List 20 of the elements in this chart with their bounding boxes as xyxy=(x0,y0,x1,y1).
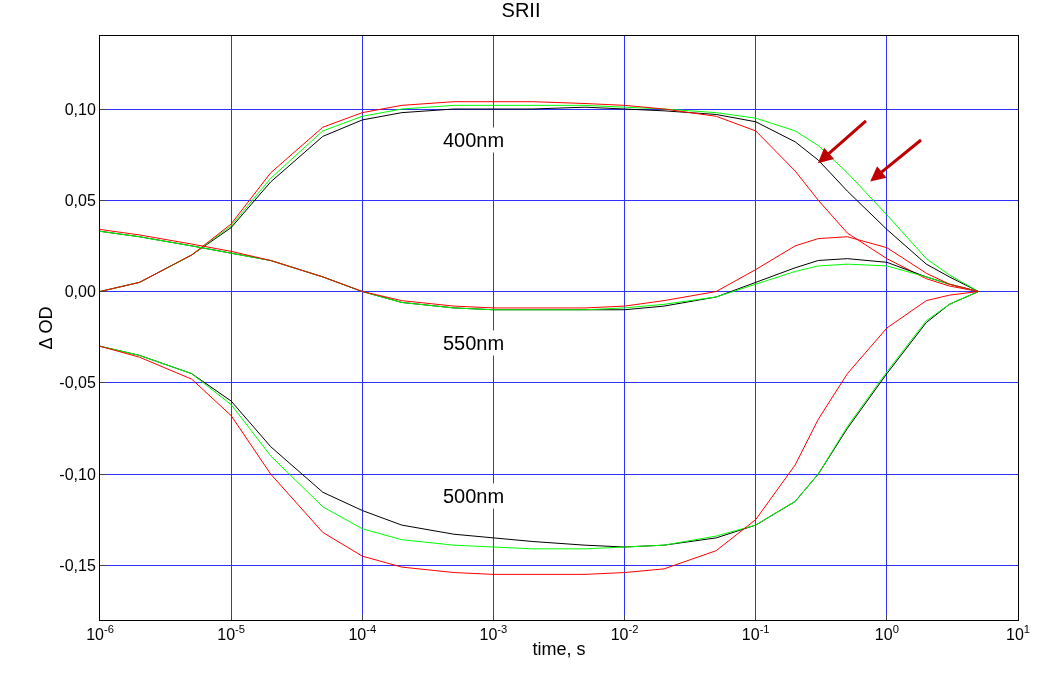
y-tick-label: 0,00 xyxy=(64,283,96,301)
y-tick-label: -0,05 xyxy=(59,374,96,392)
x-axis-title: time, s xyxy=(532,639,586,660)
y-tick-label: 0,05 xyxy=(64,191,96,209)
x-tick-label: 10$^{0}$ xyxy=(874,623,899,644)
x-tick-label: 10$^{-5}$ xyxy=(217,623,246,644)
x-tick-label: 10$^{-2}$ xyxy=(610,623,639,644)
x-tick-label: 10$^{-1}$ xyxy=(741,623,770,644)
annotation: 500nm xyxy=(443,485,505,507)
y-tick-label: -0,15 xyxy=(59,556,96,574)
chart-title: SRII xyxy=(501,0,541,22)
x-tick-label: 10$^{-4}$ xyxy=(348,623,377,644)
y-axis-title: Δ OD xyxy=(35,306,56,350)
x-tick-label: 10$^{-3}$ xyxy=(479,623,508,644)
y-tick-label: -0,10 xyxy=(59,465,96,483)
x-tick-label: 10$^{-6}$ xyxy=(86,623,114,644)
y-tick-label: 0,10 xyxy=(64,100,96,118)
annotation: 550nm xyxy=(443,332,505,354)
annotation: 400nm xyxy=(443,129,505,151)
x-tick-label: 10$^{1}$ xyxy=(1005,623,1031,644)
